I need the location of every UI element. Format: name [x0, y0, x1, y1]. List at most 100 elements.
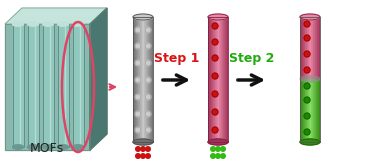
- Circle shape: [145, 60, 151, 66]
- Bar: [151, 17, 152, 142]
- Ellipse shape: [300, 14, 320, 20]
- Bar: [315, 79, 316, 142]
- Ellipse shape: [57, 145, 68, 149]
- Bar: [315, 17, 316, 79]
- Bar: [305, 79, 306, 142]
- Bar: [303, 79, 304, 142]
- Ellipse shape: [300, 139, 320, 145]
- Text: Step 1: Step 1: [154, 52, 199, 65]
- Bar: [312, 17, 313, 79]
- Bar: [312, 79, 313, 142]
- Bar: [135, 17, 136, 142]
- Bar: [319, 17, 320, 79]
- Ellipse shape: [12, 145, 23, 149]
- Ellipse shape: [73, 22, 84, 26]
- Text: Step 2: Step 2: [229, 52, 274, 65]
- Bar: [146, 17, 147, 142]
- Bar: [148, 17, 149, 142]
- Circle shape: [145, 111, 151, 117]
- Circle shape: [141, 154, 145, 158]
- Bar: [316, 79, 317, 142]
- Bar: [306, 79, 307, 142]
- Bar: [150, 17, 151, 142]
- Bar: [217, 17, 218, 142]
- Ellipse shape: [57, 22, 68, 26]
- Ellipse shape: [73, 145, 84, 149]
- Circle shape: [304, 113, 310, 119]
- Bar: [220, 17, 221, 142]
- Circle shape: [146, 154, 150, 158]
- Bar: [316, 17, 317, 79]
- Circle shape: [135, 77, 141, 83]
- Circle shape: [212, 39, 218, 45]
- Bar: [317, 79, 318, 142]
- Bar: [226, 17, 227, 142]
- Bar: [318, 79, 319, 142]
- Bar: [307, 79, 308, 142]
- Bar: [302, 17, 303, 79]
- Bar: [137, 17, 138, 142]
- Circle shape: [212, 91, 218, 97]
- Circle shape: [212, 73, 218, 79]
- Bar: [211, 17, 212, 142]
- Bar: [224, 17, 225, 142]
- Bar: [57, 24, 68, 147]
- Bar: [313, 17, 314, 79]
- Bar: [212, 17, 213, 142]
- Circle shape: [304, 129, 310, 135]
- Bar: [311, 17, 312, 79]
- Bar: [208, 17, 209, 142]
- Bar: [306, 17, 307, 79]
- Ellipse shape: [133, 139, 153, 145]
- Bar: [314, 79, 315, 142]
- Bar: [222, 17, 223, 142]
- Polygon shape: [5, 24, 90, 150]
- Ellipse shape: [28, 22, 39, 26]
- Bar: [311, 79, 312, 142]
- Circle shape: [141, 147, 145, 151]
- Bar: [219, 17, 220, 142]
- Bar: [213, 17, 214, 142]
- Circle shape: [304, 97, 310, 103]
- Bar: [319, 79, 320, 142]
- Circle shape: [135, 111, 141, 117]
- Bar: [221, 17, 222, 142]
- Bar: [141, 17, 142, 142]
- Bar: [304, 79, 305, 142]
- Circle shape: [212, 23, 218, 29]
- Circle shape: [145, 27, 151, 33]
- Bar: [301, 79, 302, 142]
- Bar: [42, 24, 54, 147]
- Bar: [303, 17, 304, 79]
- Circle shape: [145, 43, 151, 49]
- Bar: [210, 17, 211, 142]
- Ellipse shape: [133, 14, 153, 20]
- Circle shape: [135, 60, 141, 66]
- Bar: [310, 17, 311, 79]
- Circle shape: [304, 51, 310, 57]
- Bar: [139, 17, 140, 142]
- Bar: [143, 17, 144, 142]
- Circle shape: [212, 109, 218, 115]
- Circle shape: [304, 35, 310, 41]
- Circle shape: [221, 154, 225, 158]
- Circle shape: [304, 21, 310, 27]
- Ellipse shape: [42, 22, 54, 26]
- Bar: [300, 17, 320, 142]
- Bar: [304, 17, 305, 79]
- Circle shape: [216, 154, 220, 158]
- Bar: [140, 17, 141, 142]
- Bar: [318, 17, 319, 79]
- Bar: [307, 17, 308, 79]
- Bar: [308, 79, 309, 142]
- Bar: [145, 17, 146, 142]
- Bar: [133, 17, 153, 142]
- Bar: [152, 17, 153, 142]
- Bar: [208, 17, 228, 142]
- Bar: [12, 24, 23, 147]
- Circle shape: [136, 147, 140, 151]
- Circle shape: [212, 127, 218, 133]
- Bar: [209, 17, 210, 142]
- Circle shape: [135, 27, 141, 33]
- Bar: [149, 17, 150, 142]
